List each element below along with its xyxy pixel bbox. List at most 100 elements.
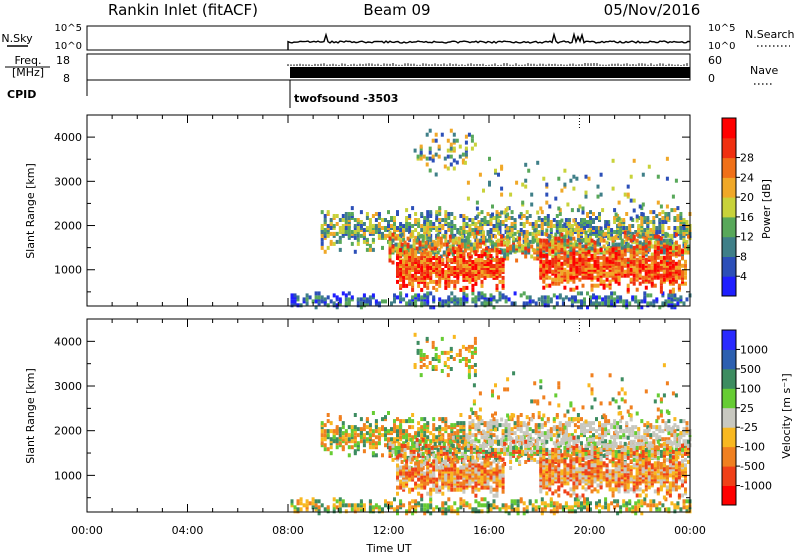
range-gate-cell (542, 242, 546, 247)
range-gate-cell (399, 239, 403, 244)
range-gate-cell (453, 266, 457, 270)
range-gate-cell (596, 441, 600, 446)
range-gate-cell (646, 503, 650, 508)
range-gate-cell (546, 214, 550, 218)
range-gate-cell (447, 425, 451, 430)
range-gate-cell (507, 297, 511, 302)
range-gate-cell (622, 435, 626, 440)
range-gate-cell (429, 439, 433, 444)
range-gate-cell (420, 295, 424, 300)
range-gate-cell (456, 264, 460, 268)
range-gate-cell (638, 204, 642, 209)
range-gate-cell (405, 260, 409, 264)
range-gate-cell (466, 232, 470, 237)
range-gate-cell (596, 263, 600, 268)
range-gate-cell (631, 509, 635, 514)
range-gate-cell (332, 241, 336, 246)
range-gate-cell (622, 299, 626, 304)
range-gate-cell (402, 487, 406, 492)
range-gate-cell (613, 505, 617, 510)
range-gate-cell (614, 251, 618, 256)
range-gate-cell (494, 453, 497, 458)
range-gate-cell (432, 423, 436, 428)
range-gate-cell (671, 277, 675, 282)
range-gate-cell (593, 240, 597, 245)
range-gate-cell (552, 305, 556, 310)
range-gate-cell (452, 132, 456, 137)
range-gate-cell (388, 441, 392, 446)
range-gate-cell (668, 439, 672, 444)
nsky-panel: N.Sky 10^5 10^0 10^5 10^0 N.Search (1, 23, 794, 52)
range-gate-cell (424, 244, 428, 249)
range-gate-cell (500, 186, 504, 191)
range-gate-cell (488, 248, 491, 253)
range-gate-cell (399, 248, 403, 253)
range-gate-cell (595, 216, 598, 220)
range-gate-cell (447, 212, 451, 216)
range-gate-cell (626, 445, 630, 450)
range-gate-cell (552, 501, 556, 506)
range-gate-cell (590, 253, 594, 258)
range-gate-cell (381, 299, 384, 304)
range-gate-cell (509, 455, 513, 460)
range-gate-cell (638, 445, 642, 450)
range-gate-cell (649, 220, 653, 224)
range-gate-cell (649, 301, 653, 306)
range-gate-cell (613, 220, 617, 224)
range-gate-cell (531, 413, 535, 417)
range-gate-cell (332, 509, 336, 514)
range-gate-cell (536, 160, 540, 165)
range-gate-cell (589, 421, 592, 426)
colorbar-tick-label: 12 (740, 231, 754, 244)
range-gate-cell (620, 447, 624, 452)
range-gate-cell (572, 435, 576, 440)
range-gate-cell (444, 273, 448, 278)
range-gate-cell (335, 239, 339, 244)
range-gate-cell (405, 439, 409, 444)
range-gate-cell (515, 435, 519, 440)
range-gate-cell (494, 242, 497, 247)
range-gate-cell (426, 214, 430, 218)
range-gate-cell (664, 212, 668, 216)
range-gate-cell (518, 441, 522, 446)
range-gate-cell (433, 240, 437, 245)
range-gate-cell (569, 435, 573, 440)
range-gate-cell (414, 293, 418, 298)
range-gate-cell (428, 168, 432, 173)
range-gate-cell (656, 439, 660, 444)
range-gate-cell (679, 212, 683, 216)
range-gate-cell (326, 210, 330, 215)
range-gate-cell (528, 214, 532, 218)
range-gate-cell (480, 509, 484, 514)
range-gate-cell (450, 266, 454, 270)
range-gate-cell (685, 239, 689, 244)
range-gate-cell (619, 295, 623, 300)
range-gate-cell (626, 287, 630, 292)
range-gate-cell (643, 435, 647, 440)
range-gate-cell (509, 192, 513, 197)
range-gate-cell (674, 279, 678, 284)
range-gate-cell (396, 295, 399, 300)
range-gate-cell (595, 230, 598, 234)
range-gate-cell (641, 263, 645, 268)
range-gate-cell (626, 435, 630, 440)
freq-unit-label: [MHz] (12, 66, 44, 79)
range-gate-cell (552, 433, 556, 438)
range-gate-cell (604, 439, 608, 444)
range-gate-cell (497, 460, 500, 464)
range-gate-cell (655, 433, 659, 438)
range-gate-cell (388, 248, 392, 253)
range-gate-cell (504, 295, 508, 300)
range-gate-cell (465, 435, 469, 440)
range-gate-cell (665, 156, 669, 161)
range-gate-cell (644, 257, 648, 262)
range-gate-cell (436, 240, 440, 245)
range-gate-cell (659, 259, 663, 264)
range-gate-cell (399, 283, 403, 288)
range-gate-cell (534, 429, 538, 434)
range-gate-cell (614, 261, 618, 266)
range-gate-cell (572, 259, 576, 264)
range-gate-cell (671, 194, 675, 199)
range-gate-cell (558, 503, 562, 508)
range-gate-cell (540, 431, 544, 436)
